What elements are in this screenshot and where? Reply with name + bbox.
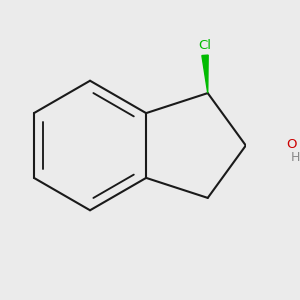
Polygon shape xyxy=(202,55,208,93)
Text: O: O xyxy=(287,138,297,151)
Text: H: H xyxy=(291,151,300,164)
Text: Cl: Cl xyxy=(199,39,212,52)
